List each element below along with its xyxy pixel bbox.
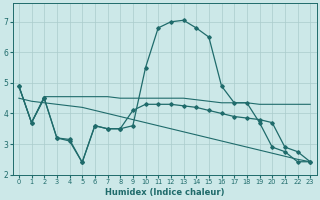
- X-axis label: Humidex (Indice chaleur): Humidex (Indice chaleur): [105, 188, 224, 197]
